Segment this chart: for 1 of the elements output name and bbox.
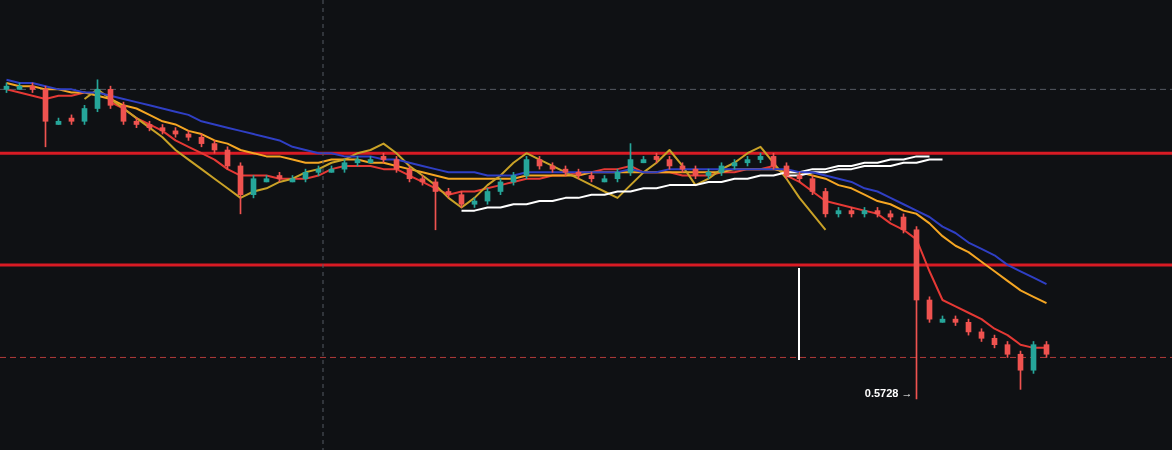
annotation: 0.5728 → (864, 386, 913, 399)
